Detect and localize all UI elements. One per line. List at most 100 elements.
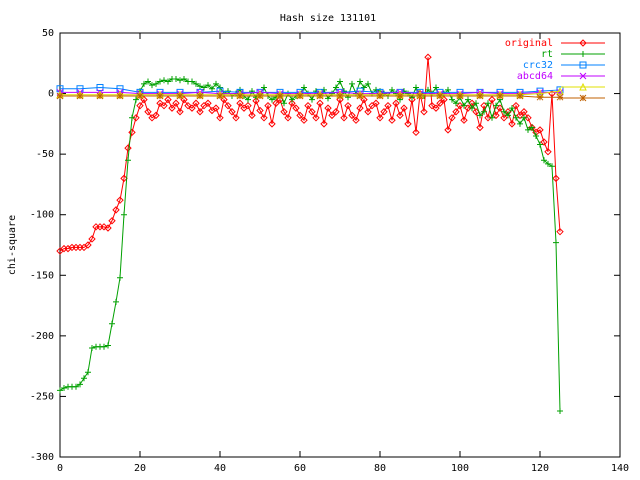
point xyxy=(236,99,244,107)
legend-label: original xyxy=(505,38,553,49)
point xyxy=(376,92,384,100)
legend-marker xyxy=(579,61,587,69)
point xyxy=(132,114,140,122)
point xyxy=(348,111,356,120)
point xyxy=(516,92,524,100)
point xyxy=(104,224,112,232)
point xyxy=(400,104,408,112)
point xyxy=(492,111,500,120)
point xyxy=(181,76,187,83)
point xyxy=(512,101,520,110)
point xyxy=(172,99,180,107)
y-tick-label: -50 xyxy=(36,149,54,160)
point xyxy=(156,92,164,100)
point xyxy=(372,99,380,107)
point xyxy=(296,111,304,120)
point xyxy=(248,111,256,120)
point xyxy=(420,108,428,116)
point xyxy=(261,84,267,91)
point xyxy=(341,88,347,95)
point xyxy=(556,87,564,95)
point xyxy=(165,78,171,85)
point xyxy=(449,96,455,103)
point xyxy=(256,92,264,100)
point xyxy=(161,77,167,84)
point xyxy=(316,99,324,107)
point xyxy=(116,92,124,100)
point xyxy=(340,114,348,122)
point xyxy=(156,99,164,107)
point xyxy=(77,381,83,388)
point xyxy=(96,92,104,100)
point xyxy=(56,92,64,100)
point xyxy=(153,80,159,87)
point xyxy=(193,80,199,87)
point xyxy=(525,126,531,133)
point xyxy=(336,92,344,100)
point xyxy=(488,95,496,104)
point xyxy=(521,114,527,121)
point xyxy=(428,101,436,110)
point xyxy=(541,157,547,164)
point xyxy=(452,108,460,116)
point xyxy=(412,128,420,137)
point xyxy=(520,108,528,116)
point xyxy=(160,101,168,110)
point xyxy=(533,132,539,139)
point xyxy=(289,96,295,103)
point xyxy=(252,97,260,105)
point xyxy=(228,108,236,116)
point xyxy=(173,76,179,83)
point xyxy=(216,114,224,122)
plot-frame xyxy=(59,32,621,458)
point xyxy=(469,105,475,112)
point xyxy=(505,112,511,119)
point xyxy=(124,144,132,152)
point xyxy=(380,108,388,116)
point xyxy=(168,104,176,112)
point xyxy=(204,99,212,107)
x-tick-label: 80 xyxy=(374,463,386,474)
point xyxy=(556,93,564,101)
point xyxy=(145,78,151,85)
point xyxy=(280,108,288,116)
point xyxy=(176,108,184,116)
point xyxy=(89,344,95,351)
y-tick-label: 0 xyxy=(48,89,54,100)
point xyxy=(356,92,364,100)
point xyxy=(61,384,67,391)
point xyxy=(444,126,452,134)
point xyxy=(456,92,464,100)
point xyxy=(501,108,507,115)
y-tick-label: -200 xyxy=(30,331,54,342)
point xyxy=(288,99,296,107)
point xyxy=(192,99,200,107)
point xyxy=(176,92,184,100)
point xyxy=(356,104,364,112)
point xyxy=(100,223,108,231)
legend-label: abcd64 xyxy=(517,71,553,82)
legend-marker xyxy=(579,39,587,47)
point xyxy=(396,92,404,100)
point xyxy=(209,85,215,92)
point xyxy=(556,227,564,236)
point xyxy=(396,111,404,120)
point xyxy=(456,101,464,110)
point xyxy=(117,274,123,281)
point xyxy=(269,96,275,103)
point xyxy=(496,92,504,100)
legend-marker xyxy=(579,72,587,80)
point xyxy=(300,116,308,124)
x-tick-label: 0 xyxy=(57,463,63,474)
point xyxy=(85,369,91,376)
point xyxy=(316,92,324,100)
point xyxy=(216,92,224,100)
point xyxy=(268,120,276,128)
point xyxy=(212,104,220,112)
point xyxy=(73,383,79,390)
point xyxy=(432,104,440,112)
point xyxy=(401,88,407,95)
point xyxy=(464,104,472,112)
point xyxy=(101,343,107,350)
point xyxy=(201,84,207,91)
